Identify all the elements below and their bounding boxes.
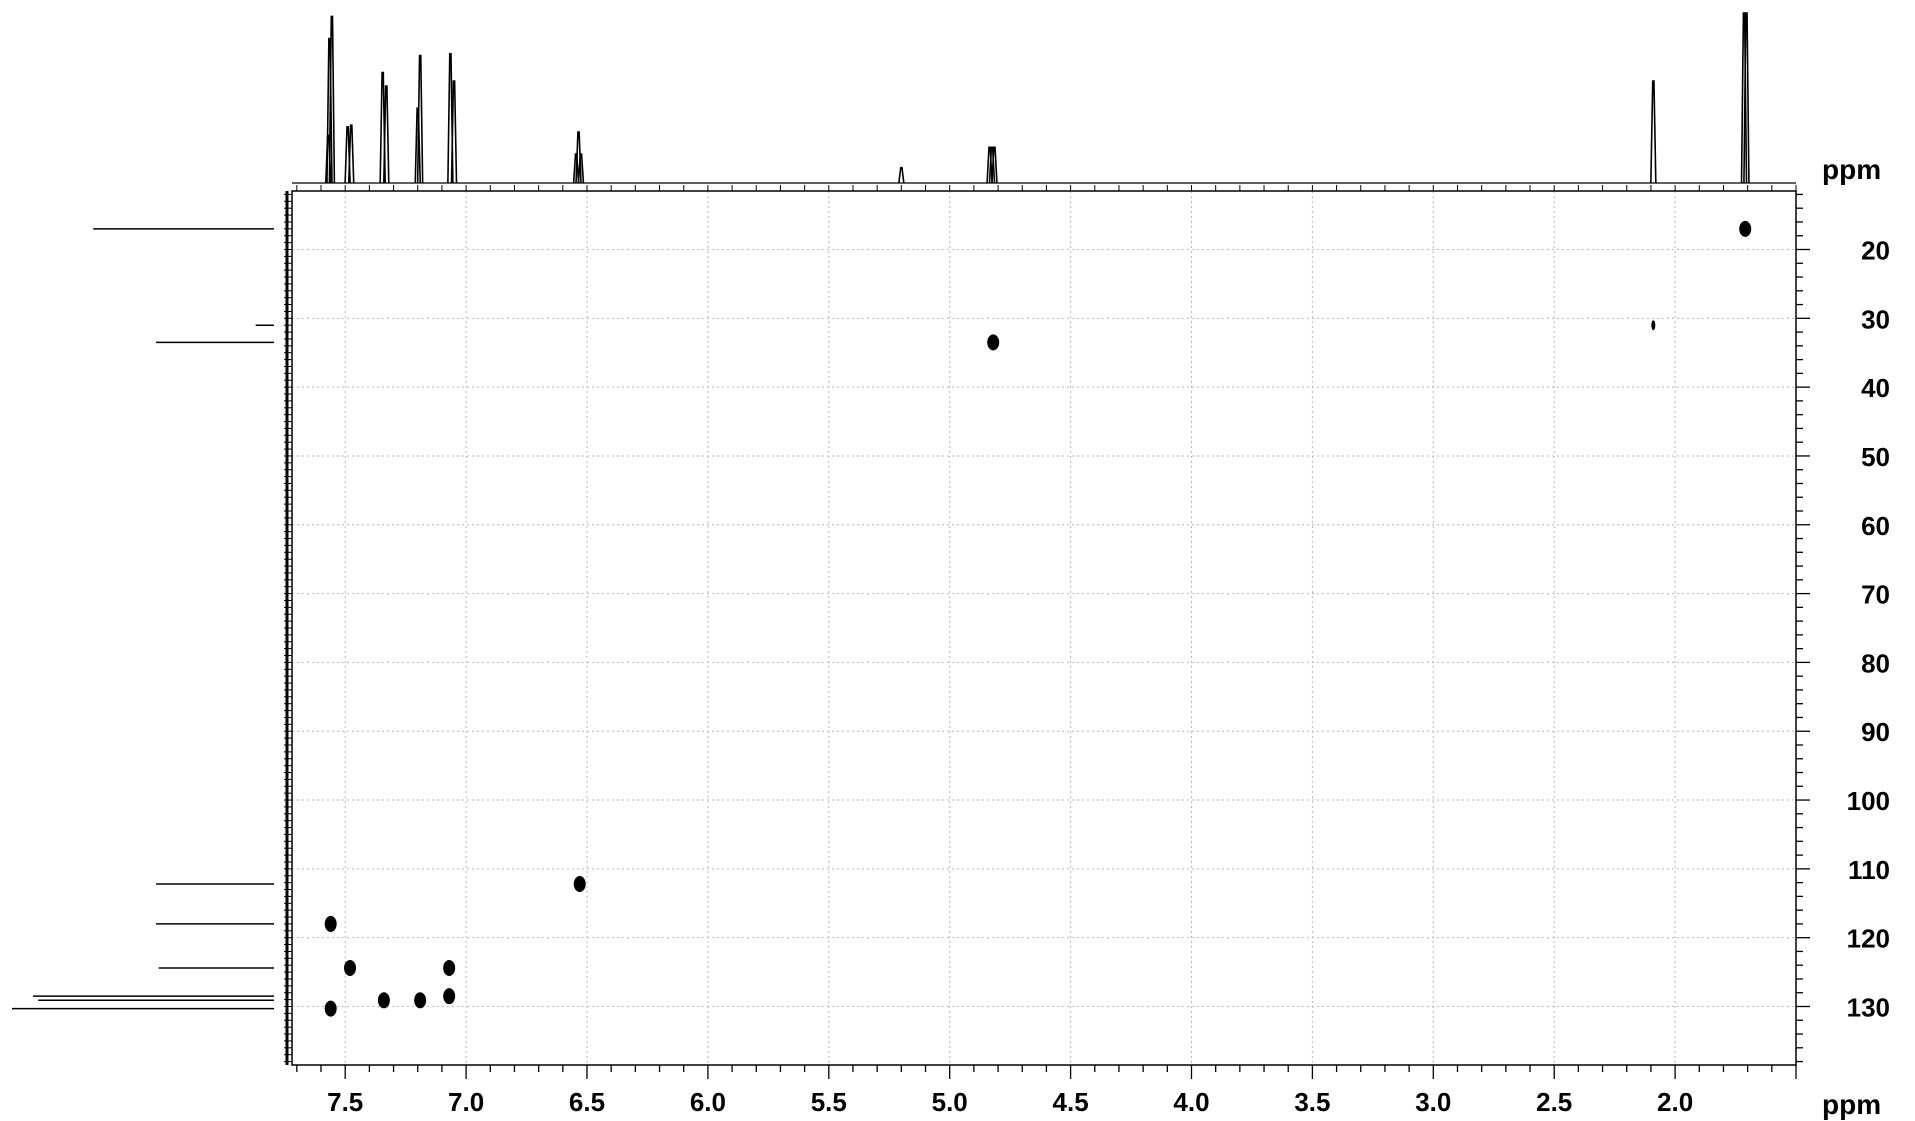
x-tick-label: 4.5 <box>1053 1087 1089 1117</box>
y-axis-ticks <box>284 191 1810 1065</box>
y-axis-tick-labels: 20 30 40 50 60 70 80 90 100 110 120 130 <box>1847 235 1890 1022</box>
top-1d-projection <box>292 12 1796 184</box>
top-projection-peak <box>577 153 585 184</box>
top-projection-peak <box>416 54 424 184</box>
cross-peak <box>324 915 337 932</box>
top-projection-peak <box>383 85 390 184</box>
y-tick-label: 130 <box>1847 993 1890 1023</box>
x-axis-unit-label: ppm <box>1822 1089 1881 1120</box>
x-axis-tick-labels: 7.5 7.0 6.5 6.0 5.5 5.0 4.5 4.0 3.5 3.0 2.5 2.0 <box>327 1087 1693 1117</box>
cross-peak <box>1739 220 1752 237</box>
top-projection-peak <box>572 153 580 184</box>
top-projection-peak <box>898 166 905 184</box>
cross-peak <box>414 992 427 1009</box>
grid-lines <box>292 191 1796 1065</box>
x-tick-label: 6.0 <box>690 1087 726 1117</box>
top-projection-peak <box>328 15 336 184</box>
plot-frame <box>291 190 1797 1066</box>
y-tick-label: 70 <box>1861 580 1890 610</box>
top-projection-peak <box>1743 12 1750 184</box>
x-tick-label: 4.0 <box>1173 1087 1209 1117</box>
cross-peak <box>443 959 456 976</box>
left-1d-projection <box>12 228 274 1010</box>
y-tick-label: 20 <box>1861 235 1890 265</box>
x-tick-label: 5.5 <box>811 1087 847 1117</box>
y-tick-label: 80 <box>1861 648 1890 678</box>
x-tick-label: 3.5 <box>1294 1087 1330 1117</box>
cross-peak <box>1651 320 1656 331</box>
y-tick-label: 60 <box>1861 511 1890 541</box>
top-projection-peak <box>991 146 998 184</box>
cross-peak <box>324 1000 337 1017</box>
y-tick-label: 30 <box>1861 304 1890 334</box>
top-projection-peak <box>450 80 458 184</box>
x-tick-label: 2.5 <box>1536 1087 1572 1117</box>
x-axis-ticks <box>296 185 1797 1079</box>
y-tick-label: 100 <box>1847 786 1890 816</box>
top-projection-peak <box>347 124 355 184</box>
x-tick-label: 3.0 <box>1415 1087 1451 1117</box>
x-tick-label: 7.0 <box>448 1087 484 1117</box>
cross-peak <box>987 334 1000 351</box>
cross-peak <box>377 992 390 1009</box>
cross-peak <box>443 988 456 1005</box>
top-axis-unit-label: ppm <box>1822 154 1881 185</box>
x-tick-label: 6.5 <box>569 1087 605 1117</box>
cross-peak <box>573 876 586 893</box>
cross-peak <box>344 959 357 976</box>
top-projection-peak <box>326 37 333 184</box>
x-tick-label: 7.5 <box>327 1087 363 1117</box>
y-tick-label: 50 <box>1861 442 1890 472</box>
y-tick-label: 90 <box>1861 717 1890 747</box>
y-tick-label: 120 <box>1847 924 1890 954</box>
plot-border <box>291 190 1797 1066</box>
y-tick-label: 110 <box>1848 855 1890 885</box>
top-projection-peak <box>1650 80 1657 184</box>
y-tick-label: 40 <box>1861 373 1890 403</box>
x-tick-label: 2.0 <box>1657 1087 1693 1117</box>
top-projection-peak <box>414 107 422 184</box>
x-tick-label: 5.0 <box>932 1087 968 1117</box>
cross-peaks <box>324 220 1752 1017</box>
